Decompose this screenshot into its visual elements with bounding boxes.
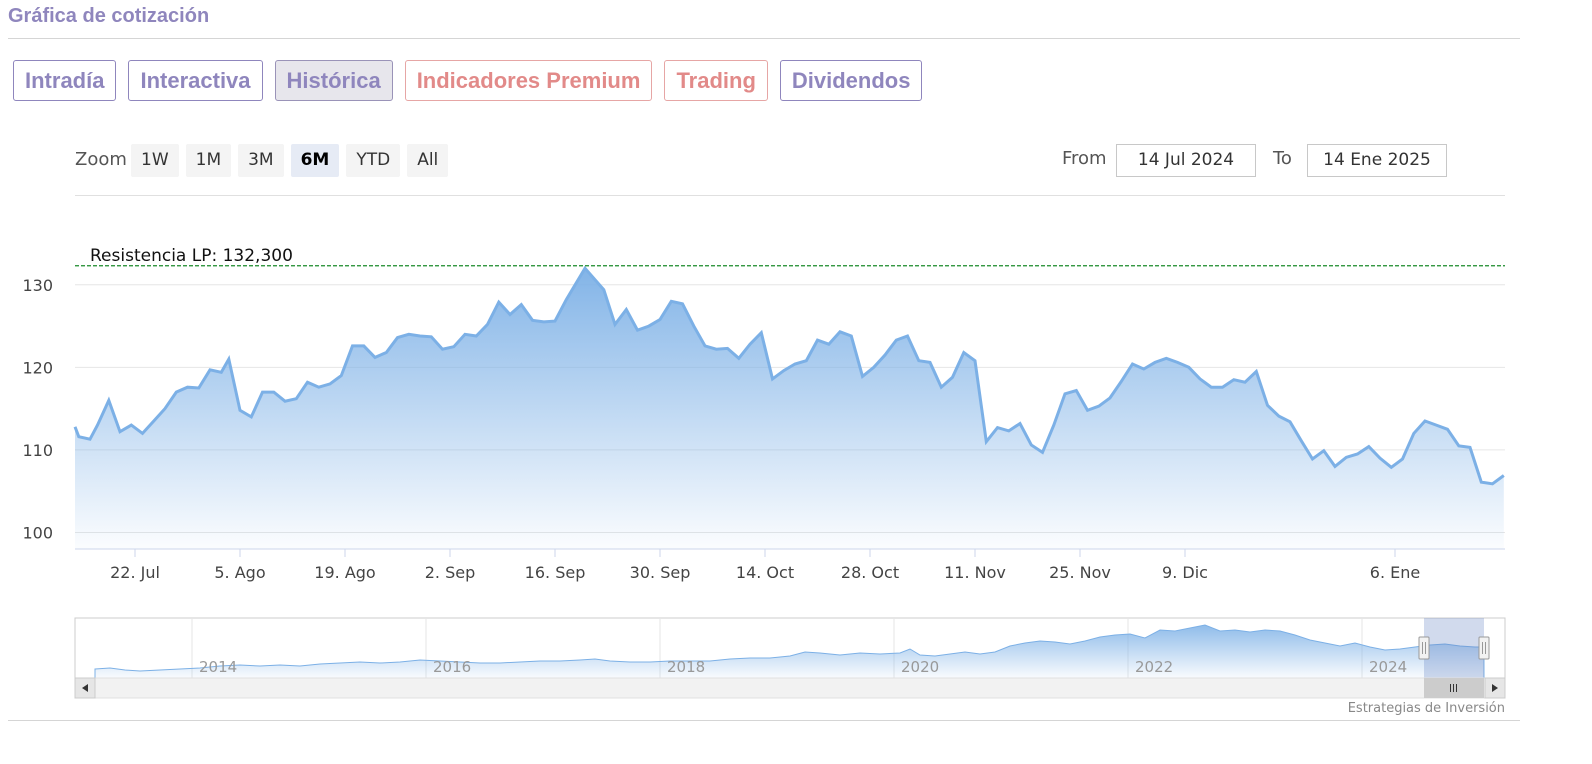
- chart-credit: Estrategias de Inversión: [1347, 701, 1505, 716]
- price-line: [73, 265, 1505, 486]
- x-tick-label: 16. Sep: [525, 563, 586, 582]
- zoom-1m-button[interactable]: 1M: [185, 144, 232, 177]
- grip-icon: [1450, 684, 1457, 692]
- x-tick-label: 5. Ago: [214, 563, 265, 582]
- navigator-year-label: 2016: [433, 658, 471, 676]
- y-tick-label: 110: [22, 441, 53, 460]
- navigator-selection[interactable]: [1424, 618, 1484, 678]
- navigator-year-label: 2020: [901, 658, 939, 676]
- tab-indicadores-premium[interactable]: Indicadores Premium: [404, 60, 653, 101]
- x-tick-label: 11. Nov: [944, 563, 1006, 582]
- arrow-left-icon: [82, 684, 88, 692]
- tab-intradia[interactable]: Intradía: [13, 60, 117, 101]
- navigator-handle-right[interactable]: [1478, 636, 1490, 660]
- to-date-input[interactable]: 14 Ene 2025: [1307, 144, 1447, 177]
- from-date-input[interactable]: 14 Jul 2024: [1116, 144, 1256, 177]
- resistance-label: Resistencia LP: 132,300: [90, 246, 293, 266]
- x-tick-label: 6. Ene: [1370, 563, 1420, 582]
- section-title: Gráfica de cotización: [8, 5, 210, 27]
- navigator-year-label: 2024: [1369, 658, 1407, 676]
- zoom-buttons: 1W 1M 3M 6M YTD All: [131, 144, 449, 177]
- title-divider: [8, 38, 1520, 39]
- x-tick-label: 25. Nov: [1049, 563, 1111, 582]
- x-tick-label: 22. Jul: [110, 563, 160, 582]
- navigator-year-labels: 2014 2016 2018 2020 2022 2024: [199, 658, 1407, 676]
- zoom-6m-button[interactable]: 6M: [290, 144, 340, 177]
- zoom-1w-button[interactable]: 1W: [131, 144, 179, 177]
- zoom-3m-button[interactable]: 3M: [238, 144, 284, 177]
- tab-interactiva[interactable]: Interactiva: [128, 60, 263, 101]
- y-tick-label: 120: [22, 358, 53, 377]
- scrollbar-track[interactable]: [74, 677, 1506, 699]
- navigator-handle-left[interactable]: [1418, 636, 1430, 660]
- tab-historica[interactable]: Histórica: [274, 60, 393, 101]
- x-tick-label: 30. Sep: [630, 563, 691, 582]
- price-area: [75, 268, 1504, 549]
- x-tick-label: 19. Ago: [314, 563, 375, 582]
- price-chart: 100 110 120 130 Resistencia LP: 132,300 22.…: [22, 246, 1506, 699]
- x-tick-label: 28. Oct: [841, 563, 899, 582]
- chart-top-divider: [75, 195, 1505, 196]
- tab-trading[interactable]: Trading: [664, 60, 768, 101]
- navigator-year-label: 2022: [1135, 658, 1173, 676]
- x-axis: 22. Jul 5. Ago 19. Ago 2. Sep 16. Sep 30. Sep…: [110, 549, 1420, 582]
- zoom-ytd-button[interactable]: YTD: [346, 144, 401, 177]
- bottom-divider: [8, 720, 1520, 721]
- x-tick-label: 14. Oct: [736, 563, 794, 582]
- y-axis: 100 110 120 130: [22, 276, 53, 543]
- navigator-year-label: 2014: [199, 658, 237, 676]
- y-tick-label: 100: [22, 523, 53, 542]
- to-label: To: [1273, 148, 1292, 169]
- y-tick-label: 130: [22, 276, 53, 295]
- from-label: From: [1062, 148, 1107, 169]
- tab-dividendos[interactable]: Dividendos: [779, 60, 923, 101]
- zoom-label: Zoom: [75, 149, 127, 170]
- chart-tabs: Intradía Interactiva Histórica Indicador…: [13, 60, 923, 103]
- navigator-year-label: 2018: [667, 658, 705, 676]
- x-tick-label: 9. Dic: [1162, 563, 1208, 582]
- navigator-series: [94, 624, 1485, 679]
- x-tick-label: 2. Sep: [425, 563, 476, 582]
- arrow-right-icon: [1492, 684, 1498, 692]
- zoom-all-button[interactable]: All: [407, 144, 449, 177]
